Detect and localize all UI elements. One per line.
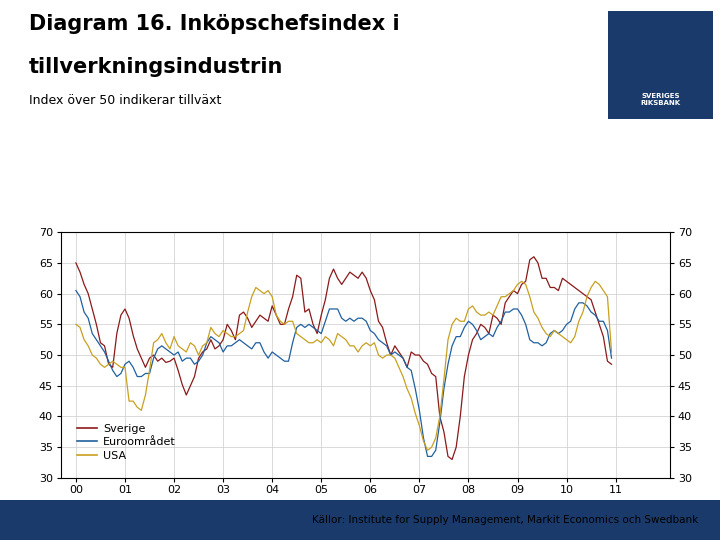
- Text: Källor: Institute for Supply Management, Markit Economics och Swedbank: Källor: Institute for Supply Management,…: [312, 515, 698, 525]
- Text: tillverkningsindustrin: tillverkningsindustrin: [29, 57, 283, 77]
- Text: SVERIGES
RIKSBANK: SVERIGES RIKSBANK: [641, 93, 680, 106]
- Legend: Sverige, Euroområdet, USA: Sverige, Euroområdet, USA: [73, 420, 180, 465]
- Text: Diagram 16. Inköpschefsindex i: Diagram 16. Inköpschefsindex i: [29, 14, 400, 33]
- Text: Index över 50 indikerar tillväxt: Index över 50 indikerar tillväxt: [29, 94, 221, 107]
